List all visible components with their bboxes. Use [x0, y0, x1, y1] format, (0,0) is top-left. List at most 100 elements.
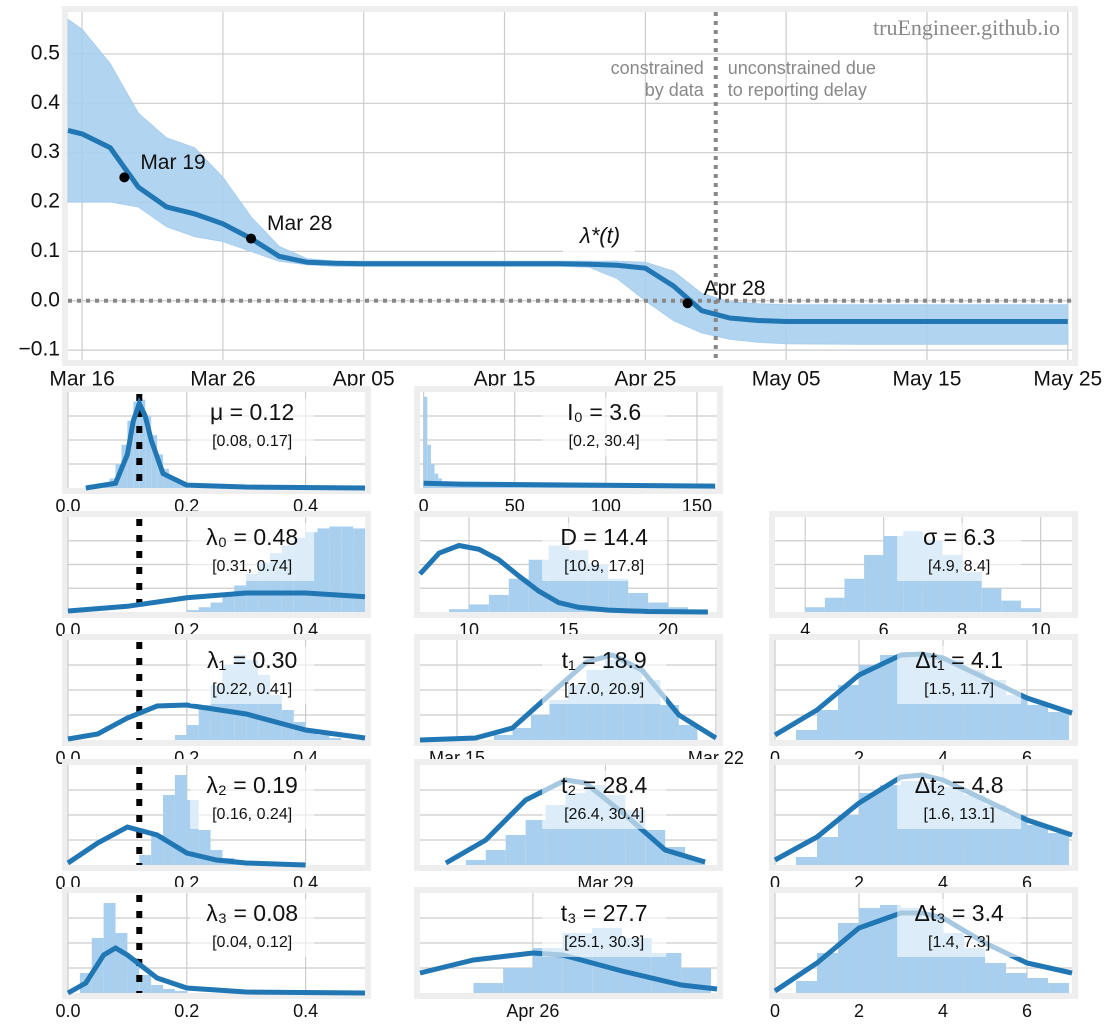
- hist-bar: [503, 968, 533, 993]
- hist-bar: [1006, 695, 1028, 740]
- param-interval: [0.22, 0.41]: [212, 681, 292, 698]
- param-interval: [17.0, 20.9]: [564, 681, 644, 698]
- hist-bar: [174, 482, 181, 488]
- hist-bar: [293, 722, 306, 740]
- x-tick-label: 6: [1022, 873, 1032, 893]
- hist-bar: [549, 700, 568, 740]
- hist-bar: [805, 607, 825, 612]
- note: by data: [645, 80, 705, 100]
- label-box: [190, 899, 315, 957]
- hist-bar: [353, 528, 365, 612]
- y-tick-label: 0.4: [31, 91, 61, 114]
- label-box: [542, 398, 667, 456]
- hist-bar: [139, 855, 152, 865]
- hist-bar: [186, 800, 199, 865]
- prior-curve: [85, 396, 366, 491]
- param-title: D = 14.4: [560, 524, 648, 550]
- x-tick-label: 6: [1022, 748, 1032, 768]
- point: [246, 233, 257, 244]
- param-title: Δt₁ = 4.1: [915, 647, 1003, 673]
- hist-bar: [530, 715, 550, 740]
- x-tick-label: 4: [938, 1001, 948, 1021]
- hist-bar: [648, 602, 669, 612]
- hist-bar: [844, 578, 865, 612]
- hist-bar: [341, 526, 354, 612]
- x-tick-label: 2: [854, 873, 864, 893]
- x-tick-label: 100: [591, 496, 621, 516]
- hist-bar: [427, 444, 431, 488]
- hist-bar: [608, 578, 629, 612]
- hist-bar: [817, 953, 839, 993]
- y-tick-label: 0.0: [31, 288, 60, 311]
- hist-bar: [488, 594, 509, 612]
- x-tick-label: 0: [770, 1001, 780, 1021]
- x-tick-label: Mar 26: [190, 368, 255, 391]
- prior-curve: [66, 945, 366, 996]
- label-box: [542, 899, 667, 957]
- param-title: σ = 6.3: [923, 524, 995, 550]
- hist-bar: [985, 963, 1007, 993]
- hist-bar: [468, 604, 489, 612]
- hist-bar: [859, 665, 881, 740]
- label-box: [190, 398, 315, 456]
- hist-bar: [234, 585, 247, 612]
- hist-bar: [1027, 978, 1049, 993]
- x-tick-label: Apr 25: [614, 368, 676, 391]
- hist-bar: [493, 735, 513, 740]
- prior-curve: [423, 480, 716, 489]
- hist-bar: [1006, 973, 1028, 993]
- hist-bar: [964, 948, 986, 993]
- hist-bar: [817, 710, 839, 740]
- param-interval: [4.9, 8.4]: [928, 558, 990, 575]
- hist-bar: [198, 830, 211, 865]
- hist-bar: [151, 835, 164, 865]
- y-tick-label: 0.2: [31, 190, 60, 213]
- hist-bar: [103, 903, 116, 993]
- hist-bar: [796, 981, 818, 993]
- x-tick-label: Apr 26: [506, 1001, 559, 1021]
- hist-bar: [317, 528, 330, 612]
- x-tick-label: May 25: [1033, 368, 1102, 391]
- hist-bar: [478, 486, 515, 488]
- x-tick-label: 50: [505, 496, 525, 516]
- hist-bar: [1001, 600, 1021, 612]
- y-tick-label: 0.3: [31, 140, 60, 163]
- x-tick-label: May 15: [893, 368, 962, 391]
- hist-bar: [505, 835, 526, 865]
- param-interval: [1.5, 11.7]: [924, 681, 994, 698]
- prior-curve: [418, 542, 708, 615]
- x-tick-label: 4: [938, 748, 948, 768]
- hist-bar: [1048, 983, 1070, 993]
- prior-curve: [67, 702, 366, 742]
- hist-bar: [512, 728, 531, 740]
- hist-bar: [1027, 825, 1049, 865]
- label-box: [190, 771, 315, 829]
- hist-bar: [423, 396, 428, 488]
- x-tick-label: Apr 15: [474, 368, 536, 391]
- note: constrained: [611, 58, 704, 78]
- hist-bar: [1048, 833, 1070, 865]
- label-box: [897, 523, 1022, 581]
- x-tick-label: 4: [800, 620, 810, 640]
- hist-bar: [817, 837, 839, 865]
- hist-bar: [660, 705, 679, 740]
- hist-bar: [269, 695, 282, 740]
- x-tick-label: 0: [770, 873, 780, 893]
- hist-bar: [1020, 608, 1041, 612]
- param-title: Δt₂ = 4.8: [915, 772, 1004, 798]
- param-title: λ₁ = 0.30: [207, 647, 297, 673]
- param-title: t₃ = 27.7: [561, 900, 648, 926]
- x-tick-label: May 05: [752, 368, 821, 391]
- hist-bar: [880, 655, 902, 740]
- x-tick-label: 0.2: [174, 496, 199, 516]
- param-title: t₁ = 18.9: [562, 647, 647, 673]
- hist-bar: [198, 705, 211, 740]
- hist-bar: [1027, 705, 1049, 740]
- hist-bar: [317, 735, 330, 740]
- param-interval: [10.9, 17.8]: [564, 558, 644, 575]
- x-tick-label: 150: [682, 496, 712, 516]
- param-interval: [0.08, 0.17]: [212, 433, 292, 450]
- hist-bar: [186, 725, 199, 740]
- hist-bar: [269, 553, 282, 612]
